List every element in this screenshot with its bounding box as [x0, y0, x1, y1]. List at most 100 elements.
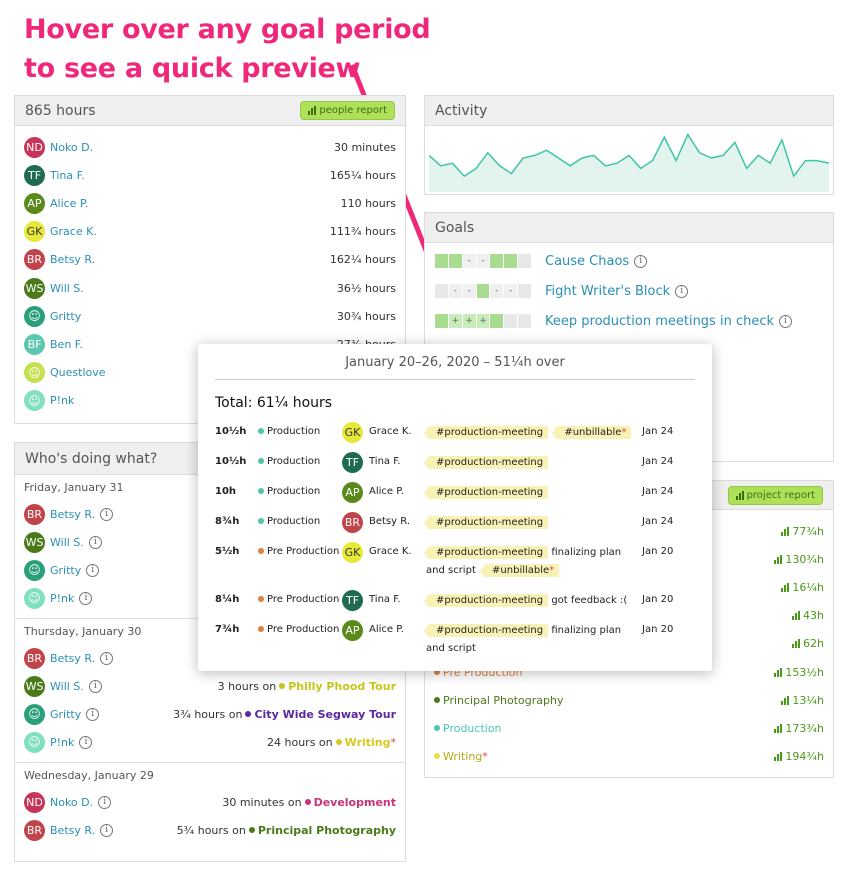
person-name[interactable]: Will S. [50, 535, 84, 549]
activity-row[interactable]: ☺ P!nk i 24 hours on Writing* [15, 728, 405, 756]
person-name[interactable]: Betsy R. [50, 507, 96, 521]
project-row[interactable]: 130¾h [425, 545, 833, 573]
goal-period-cell[interactable] [504, 314, 518, 328]
person-name[interactable]: Gritty [50, 563, 82, 577]
person-row[interactable]: ☺ P!nk [15, 387, 405, 415]
person-row[interactable]: WS Will S. 36½ hours [15, 274, 405, 302]
project-row[interactable]: Production 173¾h [425, 714, 833, 742]
activity-row[interactable]: BR Betsy R. i [15, 500, 405, 528]
goal-period-cell[interactable] [435, 314, 448, 328]
person-name[interactable]: Will S. [50, 281, 84, 295]
goal-row[interactable]: + + + Keep production meetings in check i [425, 306, 833, 336]
info-icon[interactable]: i [779, 314, 793, 328]
info-icon[interactable]: i [100, 823, 114, 837]
info-icon[interactable]: i [98, 795, 112, 809]
activity-row[interactable]: BR Betsy R. i 5¾ hours on Principal Photogra… [15, 816, 405, 844]
goal-period-cell[interactable]: - [504, 284, 518, 298]
goal-period-cell[interactable] [518, 284, 532, 298]
goal-row[interactable]: - - - - Fight Writer's Block i [425, 276, 833, 306]
person-name[interactable]: Questlove [50, 366, 106, 380]
person-name[interactable]: Will S. [50, 679, 84, 693]
person-name[interactable]: P!nk [50, 394, 75, 408]
person-name[interactable]: P!nk [50, 735, 75, 749]
goal-period-cell[interactable] [504, 254, 518, 268]
person-name[interactable]: Betsy R. [50, 823, 96, 837]
person-row[interactable]: ND Noko D. 30 minutes [15, 133, 405, 161]
goal-row[interactable]: - - Cause Chaos i [425, 246, 833, 276]
tag-production-meeting[interactable]: #production-meeting [429, 486, 549, 499]
person-name[interactable]: Alice P. [50, 196, 89, 210]
info-icon[interactable]: i [634, 254, 648, 268]
goal-period-cell[interactable]: + [448, 314, 462, 328]
goal-period-cell[interactable] [518, 254, 532, 268]
goal-period-cell[interactable] [435, 254, 448, 268]
goal-name[interactable]: Fight Writer's Block [545, 283, 671, 299]
goal-period-cell[interactable] [518, 314, 532, 328]
goal-period-cell[interactable] [490, 314, 504, 328]
goal-name[interactable]: Cause Chaos [545, 253, 630, 269]
tag-production-meeting[interactable]: #production-meeting [429, 456, 549, 469]
person-row[interactable]: BR Betsy R. 162¼ hours [15, 246, 405, 274]
people-report-button[interactable]: people report [300, 101, 395, 120]
project-name[interactable]: Principal Photography [443, 693, 564, 707]
project-name[interactable]: Writing [344, 735, 391, 749]
tag-production-meeting[interactable]: #production-meeting [429, 624, 549, 637]
activity-row[interactable]: BR Betsy R. i [15, 644, 405, 672]
tag-unbillable[interactable]: #unbillable* [485, 564, 560, 577]
goal-name[interactable]: Keep production meetings in check [545, 313, 775, 329]
goal-period-cells[interactable]: + + + [435, 314, 532, 328]
info-icon[interactable]: i [100, 651, 114, 665]
person-name[interactable]: P!nk [50, 591, 75, 605]
activity-row[interactable]: ☺ P!nk i [15, 584, 405, 612]
person-name[interactable]: Noko D. [50, 795, 94, 809]
project-row[interactable]: 62h [425, 630, 833, 658]
goal-period-cells[interactable]: ---- [435, 284, 532, 298]
info-icon[interactable]: i [88, 679, 102, 693]
project-name[interactable]: Writing [443, 750, 483, 764]
person-name[interactable]: Betsy R. [50, 253, 96, 267]
tag-production-meeting[interactable]: #production-meeting [429, 516, 549, 529]
project-name[interactable]: City Wide Segway Tour [254, 707, 396, 721]
goal-period-cell[interactable]: + [476, 314, 490, 328]
info-icon[interactable]: i [675, 284, 689, 298]
person-name[interactable]: Tina F. [50, 168, 85, 182]
project-row[interactable]: 77¾h [425, 517, 833, 545]
project-row[interactable]: 16¼h [425, 573, 833, 601]
tag-production-meeting[interactable]: #production-meeting [429, 594, 549, 607]
info-icon[interactable]: i [79, 591, 93, 605]
goal-period-cells[interactable]: -- [435, 254, 532, 268]
person-name[interactable]: Ben F. [50, 337, 83, 351]
person-row[interactable]: GK Grace K. 111¾ hours [15, 218, 405, 246]
project-row[interactable]: 43h [425, 602, 833, 630]
goal-period-cell[interactable] [476, 284, 490, 298]
tag-production-meeting[interactable]: #production-meeting [429, 546, 549, 559]
info-icon[interactable]: i [88, 535, 102, 549]
goal-period-cell[interactable] [490, 254, 504, 268]
project-name[interactable]: Development [313, 795, 396, 809]
project-row[interactable]: Writing * 194¾h [425, 743, 833, 771]
activity-row[interactable]: ND Noko D. i 30 minutes on Development [15, 788, 405, 816]
goal-period-cell[interactable]: - [448, 284, 462, 298]
goal-period-cell[interactable]: - [476, 254, 490, 268]
person-row[interactable]: TF Tina F. 165¼ hours [15, 161, 405, 189]
info-icon[interactable]: i [86, 563, 100, 577]
goal-period-cell[interactable]: + [462, 314, 476, 328]
info-icon[interactable]: i [100, 507, 114, 521]
goal-period-cell[interactable]: - [462, 254, 476, 268]
goal-period-cell[interactable] [435, 284, 448, 298]
activity-row[interactable]: WS Will S. i 3 hours on Philly Phood Tour [15, 672, 405, 700]
person-name[interactable]: Betsy R. [50, 651, 96, 665]
person-row[interactable]: ☺ Questlove [15, 359, 405, 387]
person-row[interactable]: ☺ Gritty 30¾ hours [15, 302, 405, 330]
project-name[interactable]: Production [443, 721, 502, 735]
goal-period-cell[interactable] [448, 254, 462, 268]
activity-row[interactable]: WS Will S. i [15, 528, 405, 556]
goal-period-cell[interactable]: - [462, 284, 476, 298]
project-name[interactable]: Philly Phood Tour [288, 679, 396, 693]
project-report-button[interactable]: project report [727, 485, 823, 505]
info-icon[interactable]: i [79, 735, 93, 749]
person-name[interactable]: Gritty [50, 309, 82, 323]
project-row[interactable]: Principal Photography 13¼h [425, 686, 833, 714]
person-name[interactable]: Grace K. [50, 225, 97, 239]
